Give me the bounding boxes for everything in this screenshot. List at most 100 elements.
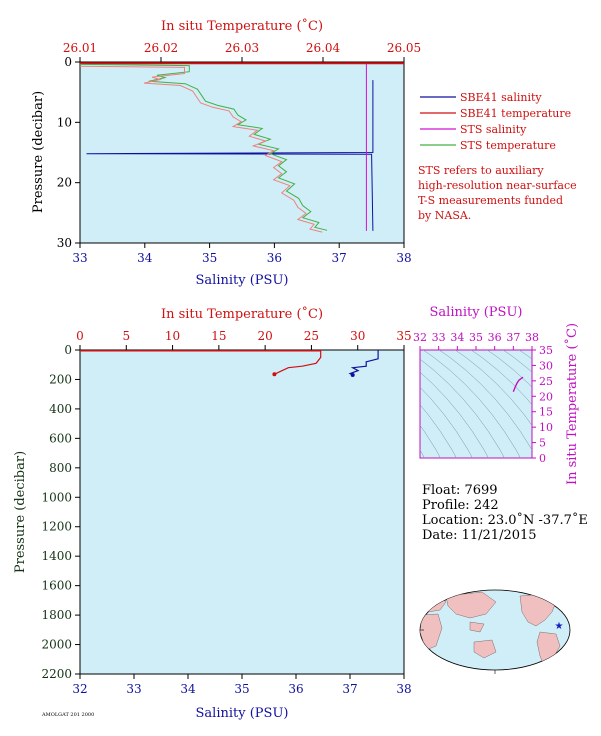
bot-pressure-tick-label-4: 800 (49, 461, 72, 475)
top-pressure-tick-label-3: 30 (57, 236, 72, 250)
top-temp-tick-label-3: 26.04 (306, 41, 341, 55)
profile-number: Profile: 242 (422, 498, 499, 513)
bot-sal-tick-label-2: 34 (180, 682, 196, 696)
bot-pressure-tick-label-9: 1800 (41, 608, 72, 622)
footer-code: AMOLGAT 201 2000 (41, 712, 94, 718)
sts-note-line-4: by NASA. (418, 209, 471, 222)
bot-temp-tick-label-7: 35 (396, 329, 411, 343)
sts-note-line-1: STS refers to auxiliary (418, 164, 544, 177)
bot-pressure-tick-label-5: 1000 (41, 490, 72, 504)
top-sal-tick-label-0: 33 (72, 251, 87, 265)
float-id: Float: 7699 (422, 483, 498, 498)
bot-series-salinity-end-marker (350, 373, 355, 378)
ts-sal-tick-label-1: 33 (432, 331, 446, 344)
ts-contour-2 (420, 404, 457, 458)
bot-series-salinity (348, 350, 379, 376)
ts-temp-tick-label-7: 35 (539, 344, 553, 357)
bot-temp-tick-label-1: 5 (122, 329, 130, 343)
ts-plot-area (419, 349, 533, 459)
legend-label-sbe41-temperature: SBE41 temperature (460, 107, 571, 120)
ts-sal-tick-label-3: 35 (469, 331, 483, 344)
sts-note-line-3: T-S measurements funded (418, 194, 563, 207)
bottom-salinity-axis-title: Salinity (PSU) (196, 706, 289, 721)
ts-contour-0 (420, 449, 425, 458)
top-pressure-tick-label-0: 0 (64, 55, 72, 69)
ts-temp-tick-label-6: 30 (539, 359, 553, 372)
top-panel: In situ Temperature (˚C) Salinity (PSU) … (31, 18, 577, 288)
ts-contour-9 (470, 350, 532, 406)
bot-temp-tick-label-4: 20 (258, 329, 273, 343)
bot-pressure-tick-label-2: 400 (49, 402, 72, 416)
bottom-pressure-axis-title: Pressure (decibar) (13, 451, 28, 573)
top-temp-tick-label-1: 26.02 (144, 41, 178, 55)
ts-sal-tick-label-6: 38 (525, 331, 539, 344)
top-temp-tick-label-2: 26.03 (225, 41, 259, 55)
bot-temp-tick-label-6: 30 (350, 329, 365, 343)
bot-pressure-tick-label-7: 1400 (41, 549, 72, 563)
ts-contour-8 (454, 350, 532, 426)
sts-note-line-2: high-resolution near-surface (418, 179, 577, 192)
ts-contour-11 (502, 350, 532, 373)
bot-temp-tick-label-5: 25 (304, 329, 319, 343)
bot-pressure-tick-label-11: 2200 (41, 667, 72, 681)
bot-pressure-tick-label-8: 1600 (41, 579, 72, 593)
bot-sal-tick-label-1: 33 (126, 682, 141, 696)
top-series-sbe41-salinity (86, 80, 374, 231)
date: Date: 11/21/2015 (422, 528, 537, 543)
bot-pressure-tick-label-0: 0 (64, 343, 72, 357)
legend-label-sts-salinity: STS salinity (460, 123, 527, 136)
top-temp-tick-label-0: 26.01 (63, 41, 97, 55)
ts-temp-tick-label-5: 25 (539, 375, 553, 388)
ts-density-contours (420, 350, 532, 458)
top-sal-tick-label-4: 37 (332, 251, 347, 265)
top-sal-tick-label-1: 34 (137, 251, 153, 265)
ts-salinity-axis-title: Salinity (PSU) (430, 305, 523, 320)
bot-sal-tick-label-3: 35 (234, 682, 249, 696)
legend-label-sts-temperature: STS temperature (460, 139, 556, 152)
top-series-sbe41-temperature-profile (80, 65, 323, 233)
ts-contour-1 (420, 424, 441, 458)
ts-temp-tick-label-0: 0 (539, 452, 546, 465)
land-south-america (536, 631, 561, 669)
land-southeast-asia (469, 621, 485, 633)
ts-sal-tick-label-4: 36 (488, 331, 502, 344)
bot-pressure-tick-label-1: 200 (49, 372, 72, 386)
sts-note: STS refers to auxiliary high-resolution … (418, 164, 577, 222)
top-legend: SBE41 salinity SBE41 temperature STS sal… (420, 91, 571, 152)
land-africa (420, 613, 443, 651)
top-sal-tick-label-5: 38 (396, 251, 411, 265)
bottom-panel: In situ Temperature (˚C) Salinity (PSU) … (13, 306, 412, 721)
bot-series-temperature (274, 350, 322, 375)
ts-panel: Salinity (PSU) In situ Temperature (˚C) … (413, 305, 580, 485)
bottom-plot-area (79, 349, 405, 675)
bot-temp-tick-label-0: 0 (76, 329, 84, 343)
ts-series-ts-profile (512, 376, 524, 392)
ts-temperature-axis-title: In situ Temperature (˚C) (564, 323, 580, 485)
ts-contour-3 (420, 386, 473, 458)
land-australia (473, 639, 497, 659)
bot-pressure-tick-label-6: 1200 (41, 520, 72, 534)
ts-sal-tick-label-0: 32 (413, 331, 427, 344)
ts-contour-6 (422, 350, 521, 458)
location: Location: 23.0˚N -37.7˚E (422, 512, 588, 528)
world-map: ★ (419, 589, 571, 674)
ts-contour-12 (518, 350, 532, 360)
ts-sal-tick-label-5: 37 (506, 331, 520, 344)
ts-contour-7 (438, 350, 532, 451)
ts-temp-tick-label-3: 15 (539, 406, 553, 419)
land-greenland (539, 590, 561, 599)
top-sal-tick-label-2: 35 (202, 251, 217, 265)
ts-contour-10 (486, 350, 532, 388)
top-pressure-tick-label-1: 10 (57, 115, 72, 129)
bot-pressure-tick-label-3: 600 (49, 431, 72, 445)
ts-temp-tick-label-4: 20 (539, 390, 553, 403)
bottom-temperature-axis-title: In situ Temperature (˚C) (161, 306, 323, 322)
bot-sal-tick-label-0: 32 (72, 682, 87, 696)
top-pressure-tick-label-2: 20 (57, 176, 72, 190)
bot-sal-tick-label-5: 37 (342, 682, 357, 696)
top-pressure-axis-title: Pressure (decibar) (31, 91, 46, 213)
top-temp-tick-label-4: 26.05 (387, 41, 421, 55)
bot-series-temperature-end-marker (272, 372, 277, 377)
ts-sal-tick-label-2: 34 (450, 331, 464, 344)
bot-sal-tick-label-4: 36 (288, 682, 303, 696)
